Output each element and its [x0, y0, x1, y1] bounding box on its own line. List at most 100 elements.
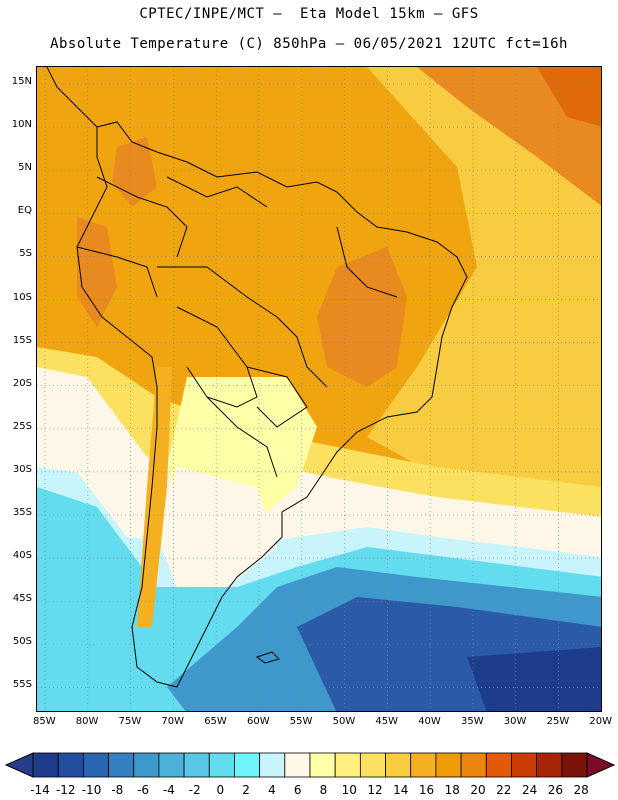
coastlines	[46, 67, 468, 688]
colorbar-segment	[460, 752, 487, 778]
lat-label: EQ	[17, 205, 32, 217]
field-ne-hot	[537, 67, 601, 127]
temperature-map	[37, 67, 601, 711]
colorbar-segment	[208, 752, 235, 778]
colorbar-label: 12	[367, 783, 383, 797]
lon-label: 65W	[204, 716, 227, 727]
colorbar-segment	[385, 752, 412, 778]
boundary-paraguay	[246, 366, 308, 428]
lon-label: 35W	[461, 716, 484, 727]
lon-label: 80W	[75, 716, 99, 727]
lat-label: 10N	[11, 119, 32, 131]
boundary-colombia	[96, 176, 188, 258]
central-america-coast	[46, 67, 98, 128]
field-ne-gold	[367, 67, 601, 537]
colorbar-label: -8	[111, 783, 124, 797]
boundary-brazil-east	[336, 226, 398, 298]
boundary-venezuela	[166, 176, 268, 208]
temperature-field	[37, 67, 601, 711]
colorbar-segment	[57, 752, 84, 778]
map-title-line1: CPTEC/INPE/MCT – Eta Model 15km – GFS	[139, 6, 479, 22]
colorbar-segment	[309, 752, 336, 778]
colorbar-segment	[284, 752, 311, 778]
lat-label: 25S	[12, 420, 32, 432]
colorbar-label: 6	[293, 783, 302, 797]
colorbar-label: 8	[319, 783, 328, 797]
colorbar-label: 14	[393, 783, 409, 797]
lon-label: 70W	[161, 716, 185, 727]
colorbar-label: 16	[418, 783, 435, 797]
colorbar-segment	[234, 752, 261, 778]
colorbar-segment	[359, 752, 386, 778]
lat-label: 55S	[12, 679, 32, 691]
colorbar-segment	[108, 752, 135, 778]
colorbar-segment	[133, 752, 160, 778]
south-america-coast	[76, 121, 468, 688]
colorbar-label: -10	[81, 783, 102, 797]
lon-label: 60W	[247, 716, 270, 727]
lon-label: 85W	[33, 716, 56, 727]
colorbar-label: 24	[521, 783, 538, 797]
colorbar-label: 2	[242, 783, 250, 797]
colorbar-label: 20	[470, 783, 486, 797]
colorbar-segment	[561, 752, 588, 778]
lon-label: 25W	[546, 716, 570, 727]
colorbar-segment	[536, 752, 563, 778]
colorbar-left-arrow	[4, 752, 34, 778]
lon-label: 30W	[503, 716, 527, 727]
colorbar-segment	[485, 752, 512, 778]
lat-label: 15N	[11, 76, 32, 87]
lat-label: 40S	[12, 550, 32, 562]
colorbar-segment	[259, 752, 286, 778]
lon-label: 50W	[332, 716, 356, 727]
colorbar-label: 28	[573, 783, 589, 797]
lon-label: 75W	[118, 716, 142, 727]
lat-label: 45S	[12, 593, 32, 605]
colorbar	[4, 752, 616, 778]
colorbar-segment	[334, 752, 361, 778]
colorbar-segment	[183, 752, 210, 778]
colorbar-label: -14	[30, 783, 50, 797]
lat-label: 50S	[12, 636, 32, 648]
colorbar-label: 0	[216, 783, 225, 797]
lat-label: 30S	[12, 463, 32, 475]
falklands-coast	[255, 651, 280, 664]
lon-label: 55W	[289, 716, 313, 727]
hotspot-brazil	[317, 247, 407, 387]
lon-label: 45W	[375, 716, 399, 727]
colorbar-segment	[32, 752, 59, 778]
lat-label: 10S	[12, 291, 32, 303]
boundary-argentina	[206, 396, 278, 478]
colorbar-label: 26	[547, 783, 563, 797]
colorbar-segment	[511, 752, 538, 778]
hotspot-andes	[112, 137, 157, 207]
colorbar-segment	[158, 752, 185, 778]
colorbar-label: 10	[341, 783, 357, 797]
colorbar-segment	[435, 752, 462, 778]
map-frame	[36, 66, 602, 712]
colorbar-label: -2	[188, 783, 201, 797]
colorbar-label: -6	[137, 783, 150, 797]
boundary-peru	[76, 246, 158, 298]
colorbar-label: -12	[55, 783, 76, 797]
colorbar-segment	[410, 752, 437, 778]
field-argentina-cream	[157, 467, 277, 587]
colorbar-label: 22	[496, 783, 512, 797]
hotspot-peru	[77, 217, 117, 327]
lat-label: 5N	[18, 162, 32, 174]
colorbar-right-arrow	[586, 752, 616, 778]
colorbar-segment	[82, 752, 109, 778]
colorbar-label: 4	[268, 783, 276, 797]
colorbar-label: 18	[444, 783, 460, 797]
field-andes-streak	[137, 367, 172, 627]
lon-label: 40W	[418, 716, 441, 727]
lon-label: 20W	[589, 716, 613, 727]
boundary-brazil-west	[157, 266, 328, 388]
colorbar-label: -4	[162, 783, 175, 797]
field-s-deepest	[467, 647, 601, 711]
lat-label: 15S	[12, 334, 32, 346]
field-ne-warm	[417, 67, 601, 206]
lat-label: 20S	[12, 377, 32, 389]
lat-label: 5S	[19, 248, 32, 260]
map-title-line2: Absolute Temperature (C) 850hPa – 06/05/…	[50, 36, 568, 52]
